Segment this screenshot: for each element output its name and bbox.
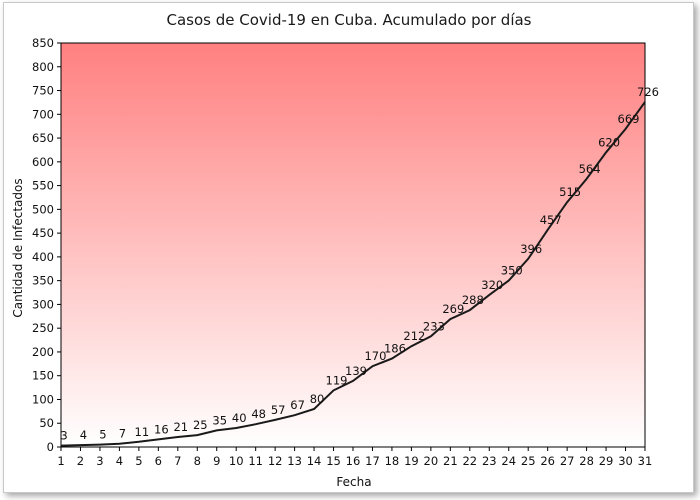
data-label: 5 [99, 428, 106, 442]
x-tick-label: 29 [599, 454, 614, 468]
x-tick-label: 3 [96, 454, 103, 468]
y-axis-ticks: 0 50 100 150 200 250 300 350 400 450 500 550 600 650 7… [32, 36, 61, 454]
data-label: 396 [520, 242, 542, 256]
data-label: 119 [326, 373, 348, 387]
y-tick-label: 150 [32, 369, 54, 383]
chart-frame: Casos de Covid-19 en Cuba. Acumulado por… [3, 2, 694, 493]
y-tick-label: 600 [32, 155, 54, 169]
x-tick-label: 28 [579, 454, 594, 468]
y-tick-label: 300 [32, 297, 54, 311]
y-tick-label: 350 [32, 274, 54, 288]
x-tick-label: 10 [229, 454, 244, 468]
data-label: 80 [310, 392, 325, 406]
plot-area [60, 42, 646, 448]
data-label: 170 [364, 349, 386, 363]
data-label: 16 [154, 422, 169, 436]
data-label: 288 [462, 293, 484, 307]
data-label: 139 [345, 364, 367, 378]
x-tick-label: 5 [135, 454, 142, 468]
y-tick-label: 450 [32, 226, 54, 240]
data-label: 669 [618, 112, 640, 126]
x-tick-label: 25 [521, 454, 536, 468]
data-label: 212 [403, 329, 425, 343]
y-tick-label: 0 [47, 440, 54, 454]
y-tick-label: 800 [32, 60, 54, 74]
data-label: 515 [559, 185, 581, 199]
data-label: 57 [271, 403, 286, 417]
x-tick-label: 20 [424, 454, 439, 468]
data-label: 233 [423, 319, 445, 333]
x-tick-label: 31 [638, 454, 653, 468]
y-tick-label: 700 [32, 107, 54, 121]
x-tick-label: 8 [194, 454, 201, 468]
data-label: 40 [232, 411, 247, 425]
y-tick-label: 100 [32, 392, 54, 406]
x-tick-label: 16 [346, 454, 361, 468]
x-tick-label: 17 [365, 454, 380, 468]
x-axis-label: Fecha [336, 475, 371, 489]
data-label: 564 [579, 162, 601, 176]
x-tick-label: 27 [560, 454, 575, 468]
x-tick-label: 22 [462, 454, 477, 468]
data-label: 7 [119, 427, 126, 441]
x-tick-label: 4 [116, 454, 123, 468]
series-line [60, 101, 646, 447]
data-label: 48 [251, 407, 266, 421]
y-tick-label: 650 [32, 131, 54, 145]
x-tick-label: 12 [268, 454, 283, 468]
x-tick-label: 30 [618, 454, 633, 468]
x-tick-label: 1 [57, 454, 64, 468]
data-label: 25 [193, 418, 208, 432]
y-tick-label: 50 [39, 416, 54, 430]
data-label: 11 [135, 425, 150, 439]
x-tick-label: 24 [501, 454, 516, 468]
y-tick-label: 250 [32, 321, 54, 335]
x-tick-label: 23 [482, 454, 497, 468]
y-tick-label: 400 [32, 250, 54, 264]
data-label: 186 [384, 342, 406, 356]
x-tick-label: 6 [155, 454, 162, 468]
data-label: 620 [598, 135, 620, 149]
x-tick-label: 15 [326, 454, 341, 468]
x-tick-label: 13 [287, 454, 302, 468]
x-tick-label: 18 [385, 454, 400, 468]
y-axis-label: Cantidad de Infectados [11, 178, 25, 317]
data-label: 350 [501, 264, 523, 278]
x-tick-label: 11 [248, 454, 263, 468]
y-tick-label: 750 [32, 84, 54, 98]
x-tick-label: 21 [443, 454, 458, 468]
y-tick-label: 850 [32, 36, 54, 50]
data-label: 457 [540, 213, 562, 227]
line-chart: Casos de Covid-19 en Cuba. Acumulado por… [11, 11, 659, 489]
data-label: 320 [481, 278, 503, 292]
x-axis-ticks: 1 2 3 4 5 6 7 8 9 10 11 12 13 14 15 16 17 18 19 20 21 22 23 24 2… [57, 447, 652, 468]
y-tick-label: 500 [32, 202, 54, 216]
data-label: 269 [442, 302, 464, 316]
data-label: 3 [60, 429, 67, 443]
data-label: 4 [80, 428, 87, 442]
data-labels: 3 4 5 7 11 16 21 25 35 40 48 57 67 801191391701862122… [60, 85, 659, 443]
chart-title: Casos de Covid-19 en Cuba. Acumulado por… [166, 11, 531, 29]
y-tick-label: 550 [32, 179, 54, 193]
x-tick-label: 2 [77, 454, 84, 468]
x-tick-label: 19 [404, 454, 419, 468]
x-tick-label: 9 [213, 454, 220, 468]
y-tick-label: 200 [32, 345, 54, 359]
x-tick-label: 14 [307, 454, 322, 468]
x-tick-label: 7 [174, 454, 181, 468]
data-label: 726 [637, 85, 659, 99]
x-tick-label: 26 [540, 454, 555, 468]
data-label: 21 [173, 420, 188, 434]
data-label: 35 [212, 413, 227, 427]
data-label: 67 [290, 398, 305, 412]
